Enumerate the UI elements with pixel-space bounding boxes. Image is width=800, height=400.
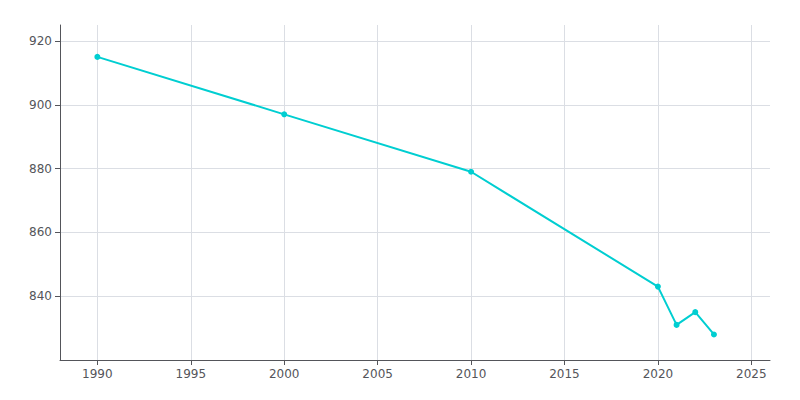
svg-text:2020: 2020	[643, 367, 674, 381]
svg-text:1995: 1995	[176, 367, 207, 381]
svg-text:900: 900	[29, 98, 52, 112]
svg-text:880: 880	[29, 162, 52, 176]
svg-text:920: 920	[29, 34, 52, 48]
svg-text:840: 840	[29, 289, 52, 303]
svg-text:1990: 1990	[82, 367, 113, 381]
svg-text:2005: 2005	[362, 367, 393, 381]
svg-text:2025: 2025	[736, 367, 767, 381]
svg-text:2010: 2010	[456, 367, 487, 381]
svg-text:2015: 2015	[549, 367, 580, 381]
svg-text:2000: 2000	[269, 367, 300, 381]
svg-text:860: 860	[29, 225, 52, 239]
